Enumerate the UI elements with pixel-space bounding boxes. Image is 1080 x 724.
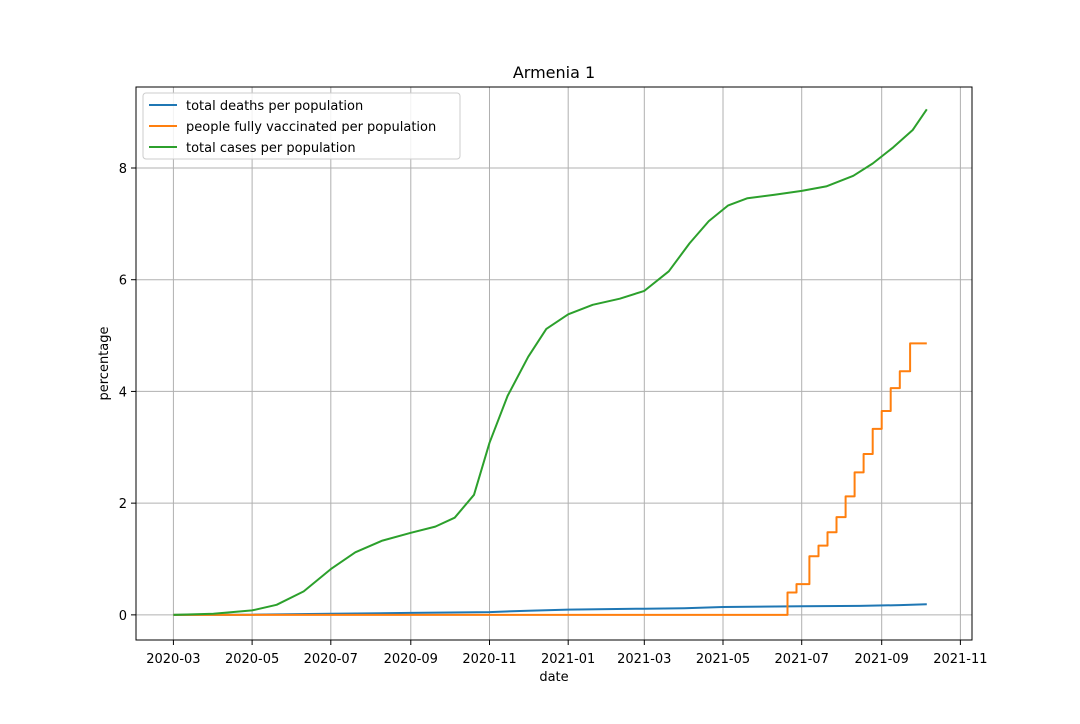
y-tick-label: 6 bbox=[119, 274, 127, 289]
y-axis-label: percentage bbox=[97, 326, 112, 400]
series-layer bbox=[173, 108, 928, 616]
series-line-total-deaths-per-population bbox=[173, 603, 927, 616]
legend-box bbox=[142, 92, 461, 160]
y-tick-label: 8 bbox=[119, 162, 127, 177]
x-tick-label: 2020-03 bbox=[146, 652, 200, 667]
axis-layer: 2020-03 2020-05 2020-07 2020-09 2020-11 2021-… bbox=[119, 162, 988, 667]
chart-title: Armenia 1 bbox=[513, 63, 595, 82]
x-tick-label: 2021-01 bbox=[541, 652, 595, 667]
series-line-people-fully-vaccinated-per-population bbox=[173, 342, 927, 616]
legend-label-people-fully-vaccinated-per-population: people fully vaccinated per population bbox=[186, 120, 436, 135]
y-tick-label: 2 bbox=[119, 497, 127, 512]
y-tick-label: 4 bbox=[119, 385, 127, 400]
x-tick-label: 2020-07 bbox=[304, 652, 358, 667]
x-tick-label: 2021-05 bbox=[696, 652, 750, 667]
x-tick-label: 2021-11 bbox=[933, 652, 987, 667]
plot-frame bbox=[135, 86, 973, 641]
x-tick-label: 2020-05 bbox=[225, 652, 279, 667]
series-line-total-cases-per-population bbox=[173, 108, 928, 616]
y-tick-label: 0 bbox=[119, 609, 127, 624]
x-tick-label: 2020-09 bbox=[384, 652, 438, 667]
legend-label-total-cases-per-population: total cases per population bbox=[186, 141, 356, 156]
legend-label-total-deaths-per-population: total deaths per population bbox=[186, 99, 363, 114]
x-tick-label: 2020-11 bbox=[462, 652, 516, 667]
x-tick-label: 2021-07 bbox=[775, 652, 829, 667]
grid-layer bbox=[136, 87, 972, 640]
legend: total deaths per population people fully … bbox=[142, 92, 461, 160]
x-tick-label: 2021-09 bbox=[855, 652, 909, 667]
x-tick-label: 2021-03 bbox=[617, 652, 671, 667]
x-axis-label: date bbox=[539, 670, 568, 685]
